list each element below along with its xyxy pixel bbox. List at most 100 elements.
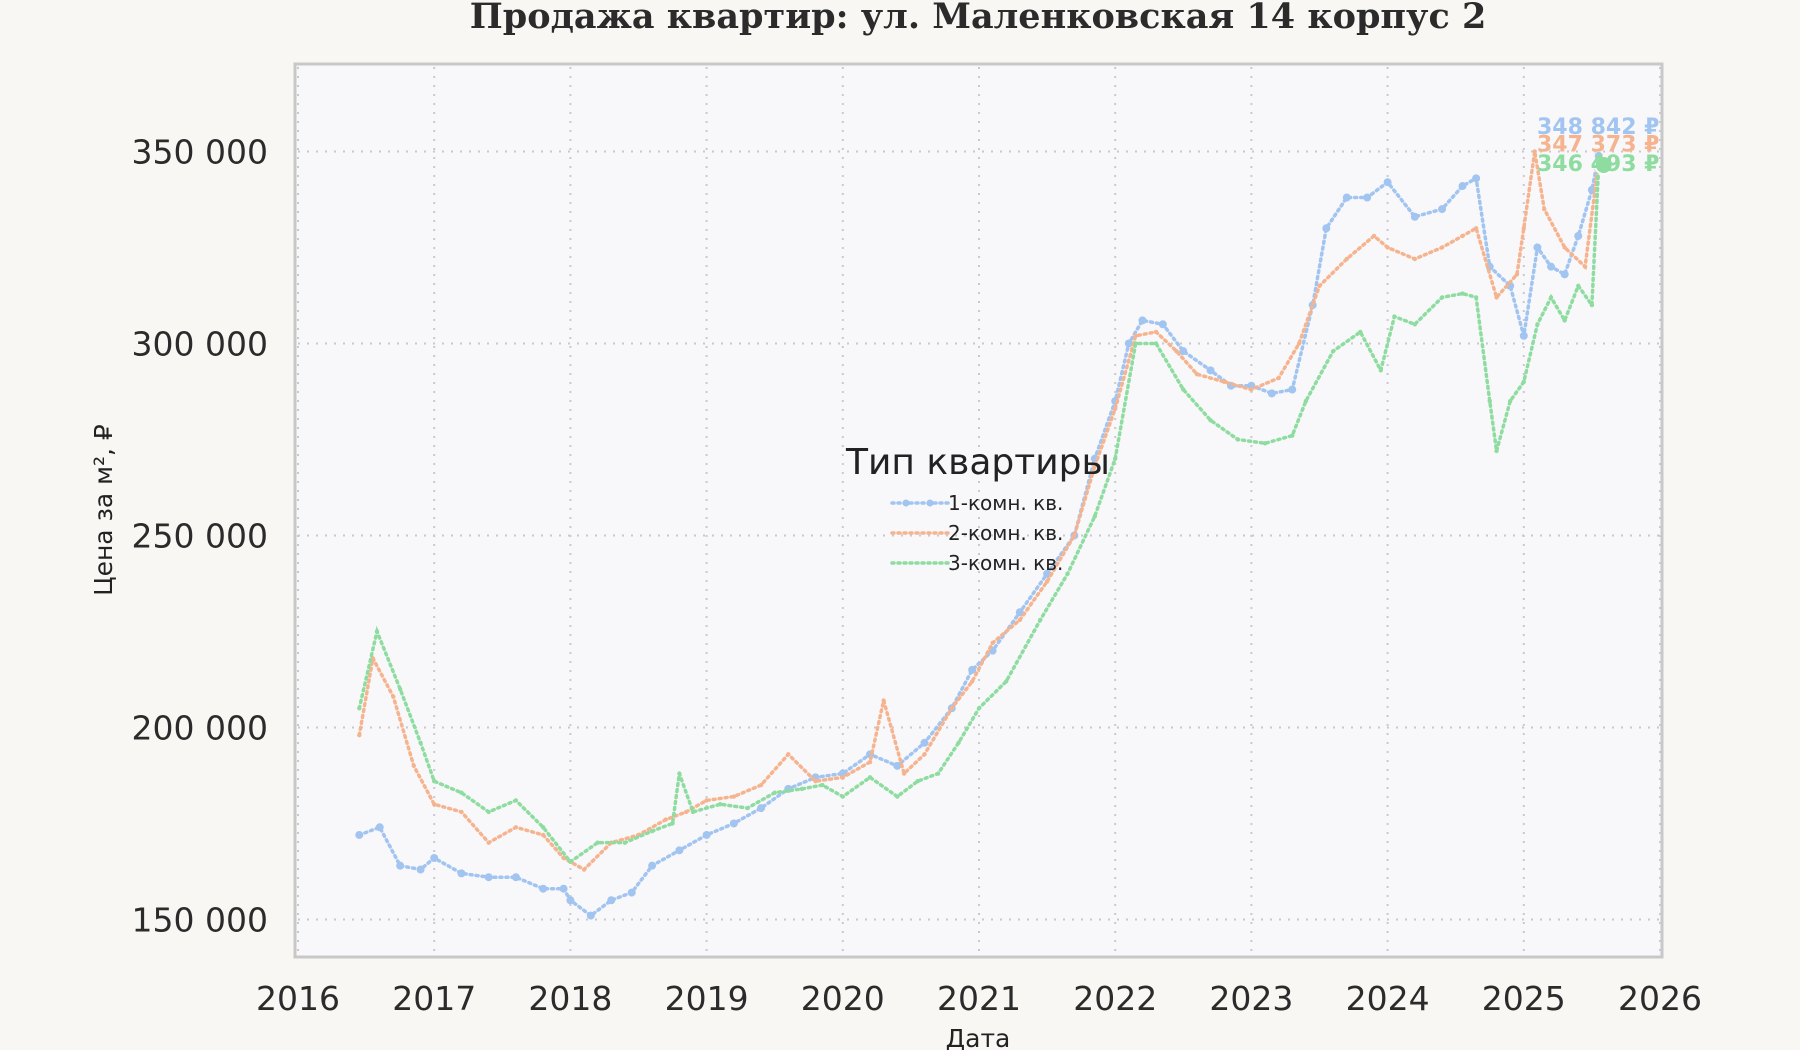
x-tick-label: 2024: [1346, 979, 1430, 1018]
data-point: [1514, 272, 1520, 277]
data-point: [1438, 205, 1447, 214]
data-point: [1004, 679, 1009, 684]
data-point: [513, 825, 519, 830]
legend-marker: [926, 499, 934, 507]
data-point: [432, 802, 437, 807]
data-point: [375, 823, 384, 832]
data-point: [649, 828, 655, 834]
data-point: [1494, 295, 1499, 300]
data-point: [1383, 178, 1392, 187]
x-tick-label: 2019: [665, 979, 749, 1018]
data-point: [675, 846, 684, 855]
data-point: [1296, 341, 1302, 346]
data-point: [1194, 371, 1200, 377]
end-value-label: 348 842 ₽: [1537, 115, 1659, 140]
data-point: [757, 804, 766, 813]
data-point: [486, 840, 491, 845]
data-point: [729, 819, 738, 828]
data-point: [1317, 283, 1322, 289]
data-point: [1138, 316, 1147, 325]
data-point: [1371, 233, 1377, 239]
data-point: [432, 779, 437, 784]
data-point: [799, 786, 805, 792]
data-point: [457, 869, 466, 878]
legend-marker: [902, 499, 910, 507]
data-point: [540, 825, 546, 830]
data-point: [1038, 617, 1043, 623]
chart-title: Продажа квартир: ул. Маленковская 14 кор…: [470, 0, 1487, 37]
data-point: [418, 740, 423, 746]
data-point: [901, 771, 907, 776]
legend-label: 3-комн. кв.: [948, 551, 1063, 575]
data-point: [607, 896, 616, 905]
data-point: [683, 809, 689, 815]
data-point: [1153, 341, 1159, 346]
data-point: [1576, 283, 1581, 289]
y-tick-label: 350 000: [132, 132, 268, 171]
data-point: [893, 761, 902, 770]
data-point: [702, 830, 711, 839]
data-point: [949, 706, 954, 711]
data-point: [1158, 320, 1167, 329]
data-point: [976, 706, 982, 711]
data-point: [1385, 245, 1390, 250]
data-point: [1562, 318, 1567, 323]
data-point: [1378, 368, 1383, 373]
data-point: [511, 873, 520, 882]
data-point: [758, 782, 764, 788]
data-point: [1487, 398, 1492, 404]
end-marker: [1593, 154, 1614, 175]
data-point: [840, 775, 845, 780]
data-point: [1288, 385, 1297, 394]
data-point: [1044, 579, 1050, 584]
data-point: [1181, 387, 1186, 392]
data-point: [1562, 245, 1567, 250]
data-point: [539, 884, 548, 893]
data-point: [1519, 331, 1528, 340]
data-point: [1206, 366, 1215, 375]
data-point: [513, 798, 519, 803]
data-point: [1439, 295, 1445, 300]
data-point: [430, 854, 439, 863]
ticks: 2016 2017 2018 2019 2020 2021 2022 2023 2024 2025…: [132, 132, 1702, 1018]
y-tick-label: 150 000: [132, 900, 268, 939]
y-tick-label: 300 000: [132, 324, 268, 363]
data-point: [486, 809, 491, 815]
data-point: [731, 794, 737, 799]
data-point: [1560, 270, 1569, 279]
series-layer: [355, 149, 1603, 920]
data-point: [1521, 379, 1527, 385]
x-tick-label: 2026: [1618, 979, 1702, 1018]
data-point: [1303, 398, 1309, 404]
data-point: [990, 640, 995, 646]
data-point: [484, 873, 493, 882]
data-point: [586, 911, 595, 920]
data-point: [568, 859, 573, 865]
data-point: [397, 686, 403, 692]
x-axis-label: Дата: [946, 1024, 1011, 1050]
data-point: [1262, 441, 1268, 446]
data-point: [416, 865, 425, 874]
data-point: [355, 830, 364, 839]
data-point: [920, 738, 929, 747]
data-point: [1113, 406, 1118, 411]
data-point: [1133, 341, 1138, 346]
data-point: [1410, 212, 1419, 221]
data-point: [968, 665, 977, 674]
data-point: [566, 896, 575, 905]
data-point: [1276, 375, 1281, 381]
data-point: [1092, 514, 1097, 519]
data-point: [786, 752, 791, 757]
data-point: [1412, 322, 1418, 327]
data-point: [1290, 433, 1295, 438]
data-point: [690, 809, 696, 815]
data-point: [1472, 174, 1481, 183]
data-point: [838, 769, 847, 778]
end-labels: 348 842 ₽347 373 ₽346 493 ₽: [1537, 115, 1659, 177]
data-point: [1521, 226, 1527, 231]
data-point: [1072, 533, 1077, 538]
data-point: [718, 802, 723, 807]
data-point: [1358, 329, 1363, 335]
data-point: [1235, 437, 1240, 442]
data-point: [1412, 256, 1418, 262]
